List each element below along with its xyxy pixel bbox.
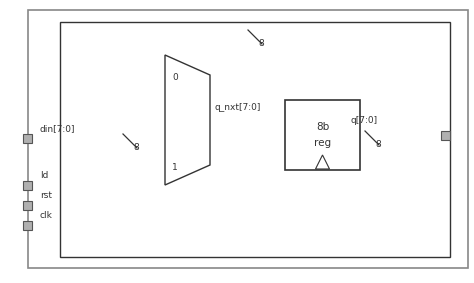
Polygon shape [316, 155, 329, 169]
Bar [285, 100, 360, 170]
Text: reg: reg [314, 138, 331, 148]
Bar [24, 220, 33, 230]
Text: 8: 8 [258, 39, 264, 48]
Text: 8: 8 [375, 140, 381, 149]
Text: rst: rst [40, 191, 52, 200]
Polygon shape [165, 55, 210, 185]
Bar [24, 181, 33, 190]
Text: 8b: 8b [316, 122, 329, 132]
Text: clk: clk [40, 211, 53, 220]
Text: din[7:0]: din[7:0] [40, 124, 75, 133]
Text: q[7:0]: q[7:0] [351, 116, 378, 125]
Text: q_nxt[7:0]: q_nxt[7:0] [215, 103, 261, 112]
Text: 0: 0 [172, 72, 178, 82]
Bar [60, 22, 450, 257]
Text: 1: 1 [172, 162, 178, 171]
Bar [24, 200, 33, 209]
Bar [24, 134, 33, 143]
Bar [441, 130, 450, 140]
Text: ld: ld [40, 171, 48, 180]
Text: 8: 8 [133, 143, 139, 152]
